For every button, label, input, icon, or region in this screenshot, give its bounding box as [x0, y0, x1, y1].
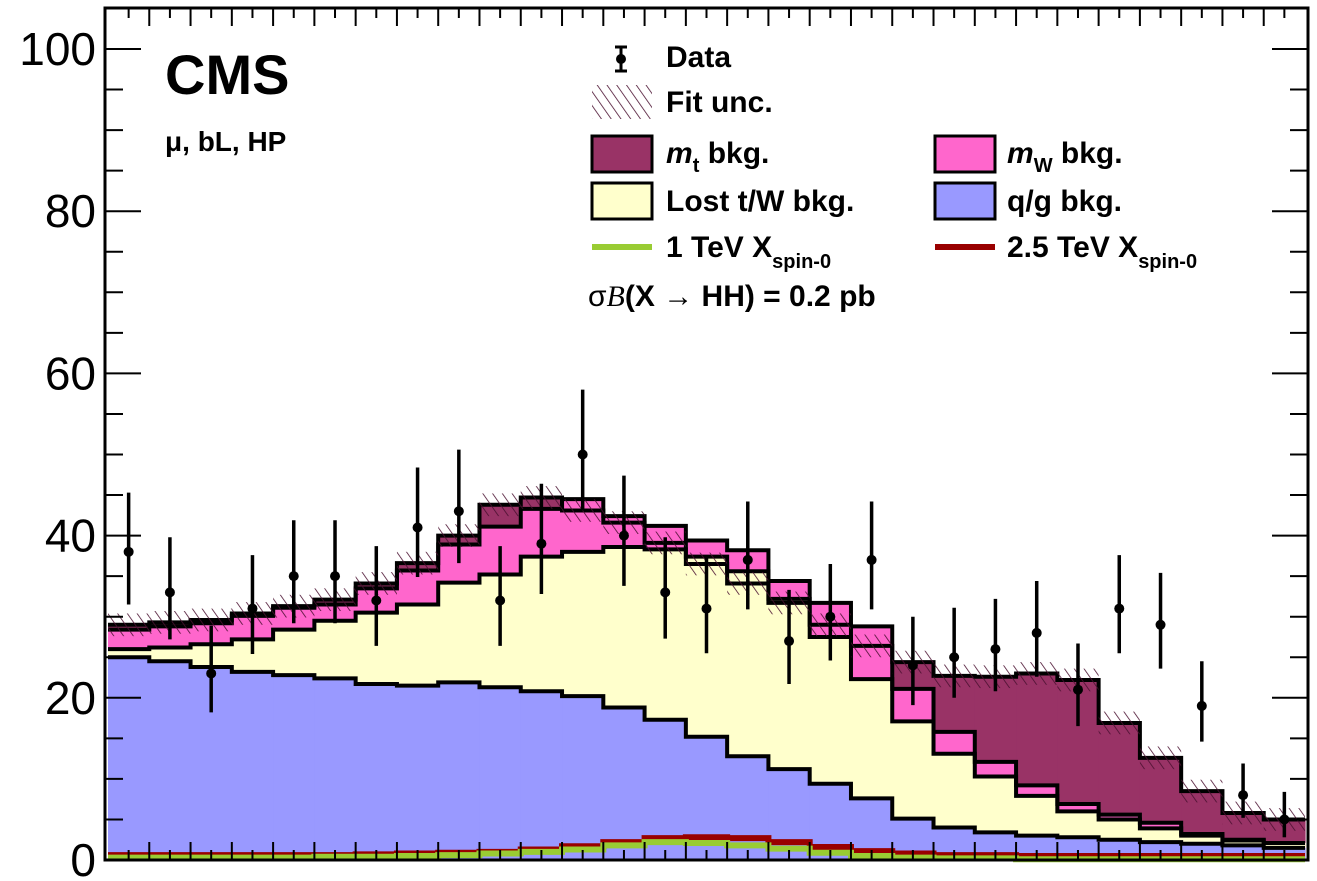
legend-fit-unc-swatch: [592, 85, 652, 119]
data-point: [1196, 700, 1207, 711]
fit-unc-band: [1098, 711, 1140, 735]
data-points: [123, 389, 1290, 838]
qg-bkg-bar: [273, 675, 315, 860]
qg-bkg-bar: [355, 684, 398, 860]
legend-xsec-label: σB(X → HH) = 0.2 pb: [588, 280, 876, 313]
legend-lost-label: Lost t/W bkg.: [666, 185, 854, 218]
qg-bkg-bar: [520, 691, 563, 860]
data-point: [247, 603, 258, 614]
qg-bkg-bar: [108, 657, 150, 860]
legend-sig25-label: 2.5 TeV Xspin-0: [1007, 231, 1197, 273]
data-point: [330, 571, 341, 582]
y-tick-label: 80: [45, 185, 96, 237]
data-point: [1031, 627, 1042, 638]
qg-bkg-bar: [438, 682, 481, 860]
data-point: [123, 546, 134, 557]
legend-mw-label: mW bkg.: [1007, 137, 1123, 177]
fit-unc-band: [1139, 746, 1182, 770]
legend-lost-swatch: [590, 181, 654, 221]
data-point: [990, 644, 1001, 655]
fit-unc-band: [108, 613, 150, 637]
data-point: [288, 571, 299, 582]
data-point: [701, 603, 712, 614]
fit-unc-band: [479, 493, 521, 517]
y-tick-label: 100: [19, 23, 96, 75]
y-tick-label: 0: [70, 834, 96, 881]
legend-data-marker: [615, 45, 627, 73]
qg-bkg-bar: [149, 661, 192, 860]
data-point: [536, 538, 547, 549]
legend-mt-label: mt bkg.: [666, 137, 769, 177]
data-point: [660, 587, 671, 598]
legend-qg-swatch: [933, 181, 997, 221]
fit-unc-band: [1181, 779, 1223, 803]
data-point: [949, 652, 960, 663]
data-point: [1072, 684, 1083, 695]
data-point: [412, 522, 423, 533]
fit-unc-band: [190, 608, 232, 632]
qg-bkg-bar: [231, 671, 274, 860]
data-point: [784, 636, 795, 647]
data-point: [1155, 619, 1166, 630]
qg-bkg-bar: [396, 685, 439, 860]
qg-bkg-bar: [562, 696, 604, 860]
legend-mw-swatch: [933, 134, 997, 174]
data-point: [495, 595, 506, 606]
legend-fit-unc-label: Fit unc.: [666, 86, 773, 119]
data-point: [206, 668, 217, 679]
data-point: [371, 595, 382, 606]
y-tick-label: 20: [45, 672, 96, 724]
data-point: [164, 587, 175, 598]
y-tick-label: 40: [45, 510, 96, 562]
data-point: [1238, 790, 1249, 801]
data-point: [1279, 814, 1290, 825]
y-tick-label: 60: [45, 347, 96, 399]
fit-unc-band: [850, 634, 893, 658]
axis-ticks: [105, 8, 1308, 861]
experiment-label: CMS: [165, 43, 289, 106]
data-point: [742, 554, 753, 565]
stacked-background-bars: [108, 495, 1306, 860]
data-point: [618, 530, 629, 541]
data-point: [577, 449, 588, 460]
legend-data-label: Data: [666, 41, 731, 74]
qg-bkg-bar: [479, 687, 522, 860]
legend: Data Fit unc. mt bkg. mW bkg. Lost t/W b…: [588, 41, 1197, 313]
data-point: [1114, 603, 1125, 614]
y-axis-tick-labels: 0 20 40 60 80 100: [19, 23, 96, 881]
category-label: μ, bL, HP: [165, 126, 286, 157]
qg-bkg-bar: [603, 707, 646, 860]
data-point: [453, 506, 464, 517]
legend-sig1-label: 1 TeV Xspin-0: [666, 231, 831, 273]
data-point: [907, 660, 918, 671]
qg-bkg-outline: [108, 655, 1305, 850]
data-point: [825, 611, 836, 622]
data-point: [866, 554, 877, 565]
legend-qg-label: q/g bkg.: [1007, 185, 1122, 218]
qg-bkg-bar: [314, 678, 357, 860]
legend-mt-swatch: [590, 134, 654, 174]
